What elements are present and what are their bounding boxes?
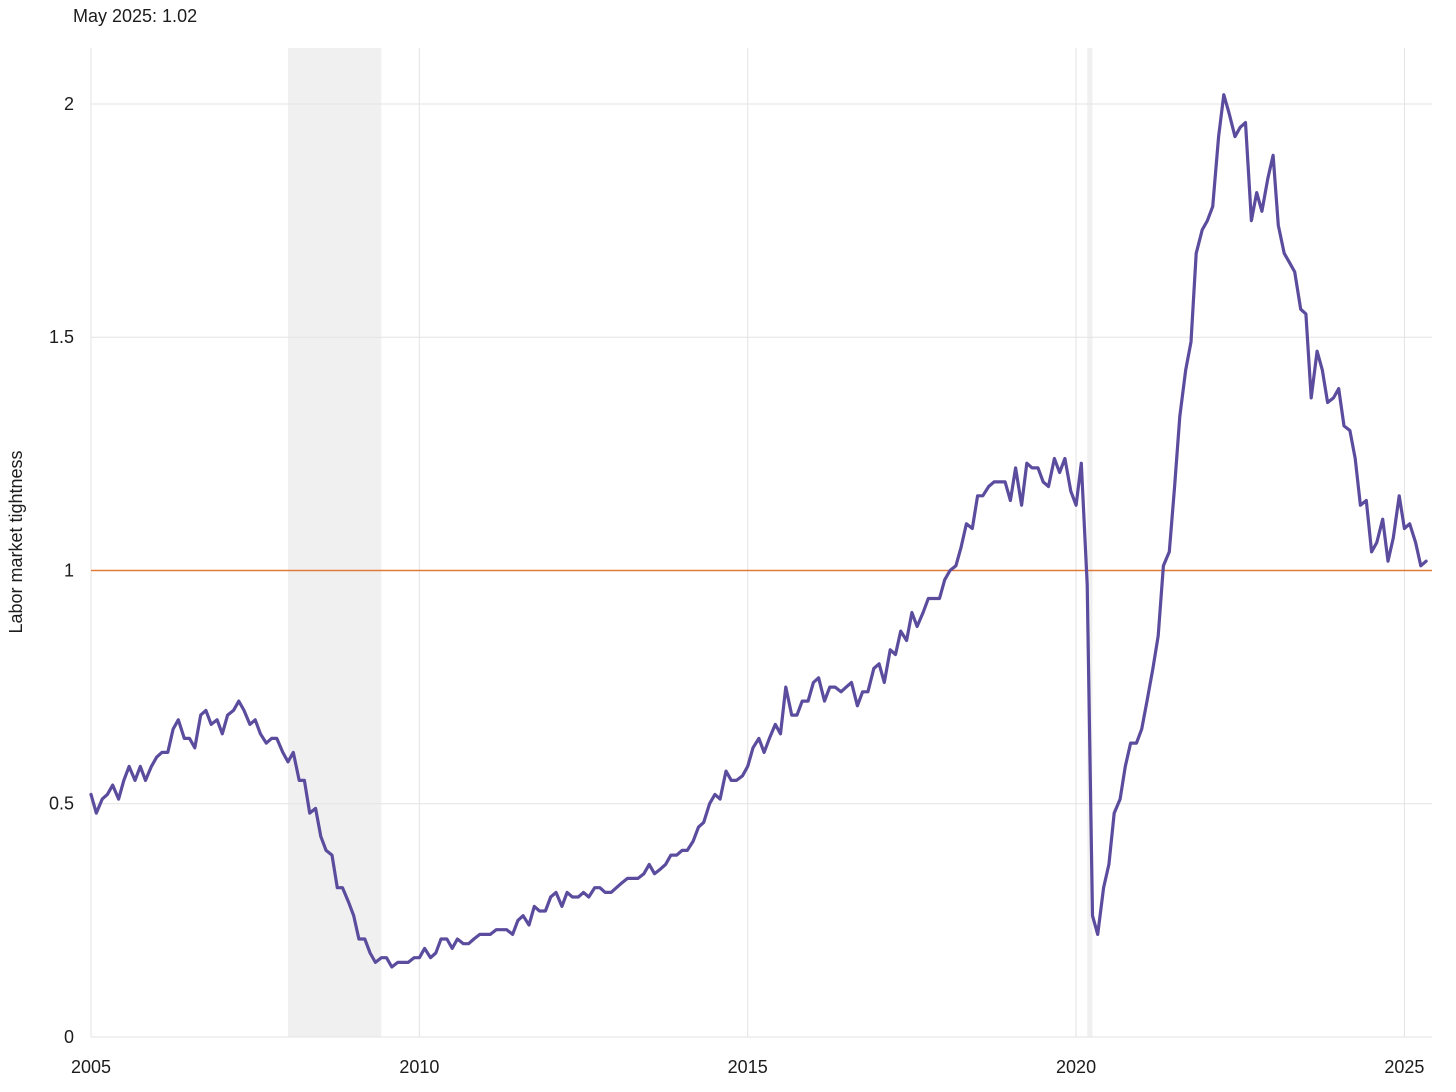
y-tick-label-1: 0.5 <box>49 794 74 814</box>
y-tick-label-3: 1.5 <box>49 327 74 347</box>
x-tick-label-3: 2020 <box>1056 1057 1096 1077</box>
recession-band-0 <box>288 48 382 1037</box>
x-tick-label-1: 2010 <box>399 1057 439 1077</box>
series-line-0 <box>89 93 1428 969</box>
chart-annotation: May 2025: 1.02 <box>73 6 198 26</box>
y-axis-title: Labor market tightness <box>6 450 26 633</box>
y-tick-label-4: 2 <box>64 94 74 114</box>
y-tick-label-2: 1 <box>64 560 74 580</box>
series-layer <box>89 93 1428 969</box>
x-tick-label-2: 2015 <box>728 1057 768 1077</box>
y-tick-labels: 0 0.5 1 1.5 2 <box>49 94 74 1047</box>
y-tick-label-0: 0 <box>64 1027 74 1047</box>
x-tick-label-0: 2005 <box>71 1057 111 1077</box>
x-tick-label-4: 2025 <box>1384 1057 1424 1077</box>
x-tick-labels: 2005 2010 2015 2020 2025 <box>71 1057 1424 1077</box>
recession-shading-layer <box>288 48 1093 1037</box>
recession-band-1 <box>1087 48 1093 1037</box>
